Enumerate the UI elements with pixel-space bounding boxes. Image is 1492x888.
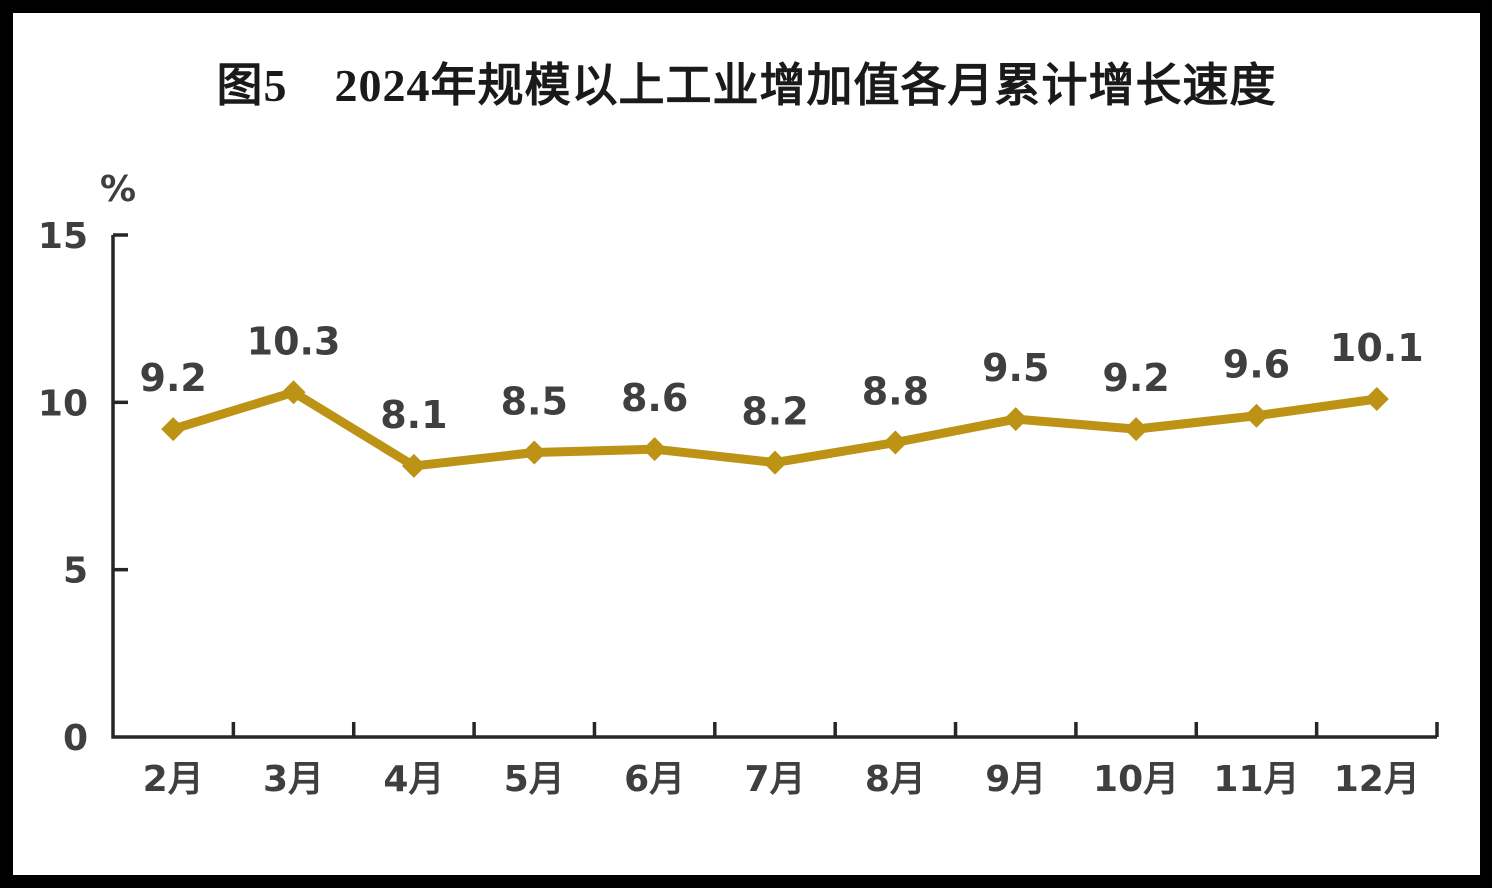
- data-point-marker: [1124, 417, 1149, 442]
- data-point-marker: [161, 417, 186, 442]
- data-label: 9.2: [140, 356, 207, 400]
- x-tick-label: 12月: [1334, 759, 1420, 800]
- x-tick-label: 11月: [1213, 759, 1299, 800]
- x-tick-label: 8月: [865, 759, 926, 800]
- x-tick-label: 10月: [1093, 759, 1179, 800]
- x-tick-label: 3月: [263, 759, 324, 800]
- data-point-marker: [522, 440, 547, 465]
- y-tick-label: 10: [38, 383, 88, 424]
- data-label: 9.5: [982, 346, 1049, 390]
- data-point-marker: [401, 453, 426, 478]
- y-tick-label: 15: [38, 216, 88, 257]
- axis-lines: [111, 235, 1437, 739]
- chart-page: 图5 2024年规模以上工业增加值各月累计增长速度: [13, 13, 1480, 875]
- x-tick-label: 9月: [985, 759, 1046, 800]
- data-label: 8.6: [621, 376, 688, 420]
- y-axis-unit-label: %: [100, 169, 136, 210]
- x-tick-label: 5月: [504, 759, 565, 800]
- data-point-marker: [763, 450, 787, 475]
- data-series-line: [161, 380, 1389, 478]
- data-label: 9.6: [1223, 343, 1290, 387]
- x-tick-label: 2月: [143, 759, 204, 800]
- data-label: 8.8: [862, 369, 929, 413]
- data-label: 8.5: [501, 380, 568, 424]
- data-point-marker: [1003, 407, 1028, 432]
- chart-title: 图5 2024年规模以上工业增加值各月累计增长速度: [216, 60, 1277, 111]
- data-label: 8.1: [380, 393, 447, 437]
- data-label: 10.3: [247, 319, 341, 363]
- data-labels: 9.2 10.3 8.1 8.5 8.6 8.2 8.8 9.5 9.2 9.6 10.1: [140, 319, 1424, 437]
- data-point-marker: [1364, 386, 1389, 411]
- y-tick-label: 5: [63, 551, 88, 592]
- data-label: 10.1: [1330, 326, 1424, 370]
- x-tick-label: 4月: [383, 759, 444, 800]
- data-point-marker: [1244, 403, 1269, 428]
- data-point-marker: [883, 430, 908, 455]
- data-label: 8.2: [741, 390, 808, 434]
- data-point-marker: [281, 380, 306, 405]
- data-point-marker: [642, 437, 667, 462]
- x-tick-label: 7月: [744, 759, 805, 800]
- chart-axes: 0 5 10 15% 2月 3月 4月 5月 6月 7月 8月 9月 10月 11月 12月: [38, 169, 1439, 800]
- x-tick-label: 6月: [624, 759, 685, 800]
- y-tick-label: 0: [63, 718, 88, 759]
- data-label: 9.2: [1102, 356, 1169, 400]
